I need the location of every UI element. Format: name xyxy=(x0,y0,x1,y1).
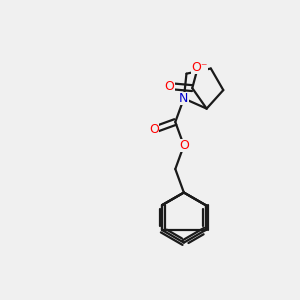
Text: O: O xyxy=(149,123,159,136)
Text: O: O xyxy=(165,80,175,93)
Text: O: O xyxy=(179,139,189,152)
Text: O⁻: O⁻ xyxy=(191,61,208,74)
Text: N: N xyxy=(179,92,188,105)
